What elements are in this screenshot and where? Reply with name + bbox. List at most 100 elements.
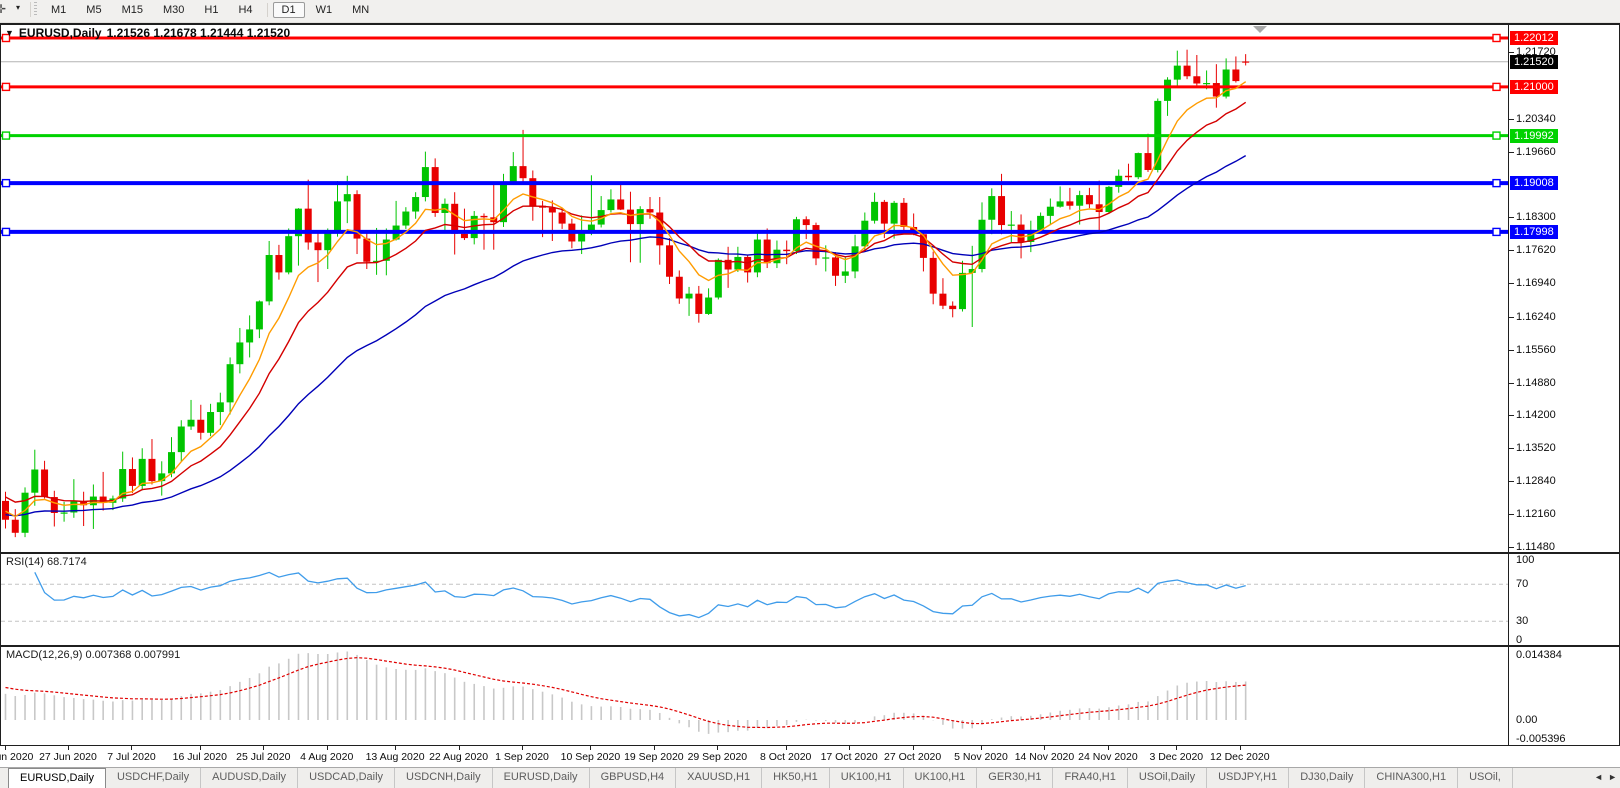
timeframe-button-mn[interactable]: MN — [352, 4, 370, 16]
price-tick-label: 1.14880 — [1516, 376, 1556, 389]
date-label: 24 Nov 2020 — [1078, 751, 1138, 763]
chart-tab-uk100-h1-2[interactable]: UK100,H1 — [904, 768, 978, 788]
line-handle — [1, 178, 11, 188]
date-label: 8 Oct 2020 — [760, 751, 812, 763]
chart-tab-usdcad-daily[interactable]: USDCAD,Daily — [298, 768, 396, 788]
price-tick-label: 1.14200 — [1516, 409, 1556, 422]
macd-axis-label: 0.014384 — [1516, 648, 1562, 661]
date-label: 12 Dec 2020 — [1209, 751, 1270, 763]
price-tick-dash — [1509, 250, 1514, 252]
level-price-label: 1.19008 — [1510, 176, 1558, 191]
price-tick-label: 1.13520 — [1516, 442, 1556, 455]
rsi-axis-label: 30 — [1516, 615, 1529, 628]
chart-tab-usdcnh-daily[interactable]: USDCNH,Daily — [395, 768, 493, 788]
rsi-plot[interactable] — [1, 554, 1508, 645]
chart-tab-eurusd-daily-2[interactable]: EURUSD,Daily — [493, 768, 590, 788]
price-tick-label: 1.18300 — [1516, 211, 1556, 224]
timeframe-toolbar: ✛ ▾ M1 M5 M15 M30 H1 H4 D1 W1 MN — [0, 0, 1620, 23]
chart-tab-audusd-daily[interactable]: AUDUSD,Daily — [201, 768, 299, 788]
timeframe-button-m30[interactable]: M30 — [162, 4, 185, 16]
chart-tab-uk100-h1[interactable]: UK100,H1 — [830, 768, 904, 788]
line-handle — [1, 131, 11, 140]
rsi-axis-label: 0 — [1516, 634, 1523, 646]
timeframe-button-w1[interactable]: W1 — [315, 4, 333, 16]
chart-tab-gbpusd-h4[interactable]: GBPUSD,H4 — [590, 768, 677, 788]
date-tick — [1107, 746, 1109, 750]
macd-plot[interactable] — [1, 647, 1508, 745]
date-label: 17 Oct 2020 — [820, 751, 878, 763]
price-tick-label: 1.15560 — [1516, 343, 1556, 356]
date-tick — [981, 746, 982, 750]
price-axis-line — [1508, 23, 1509, 746]
tab-scroll-right-icon[interactable]: ► — [1608, 772, 1617, 782]
date-tick — [395, 746, 397, 750]
date-label: 27 Jun 2020 — [39, 751, 97, 763]
chart-tab-fra40-h1[interactable]: FRA40,H1 — [1053, 768, 1128, 788]
date-label: 5 Nov 2020 — [954, 751, 1008, 763]
macd-pane[interactable] — [0, 646, 1620, 746]
price-tick-dash — [1509, 217, 1514, 219]
date-tick — [849, 746, 851, 750]
moving-average-slow — [5, 154, 1247, 517]
rsi-pane[interactable] — [0, 553, 1620, 646]
bar-shift-marker — [1253, 26, 1267, 33]
date-tick — [4, 746, 6, 750]
line-handle — [1, 82, 11, 92]
chart-tab-bar: EURUSD,Daily USDCHF,Daily AUDUSD,Daily U… — [0, 767, 1620, 788]
chevron-down-icon[interactable]: ▾ — [16, 3, 21, 12]
collapse-triangle-icon[interactable]: ▼ — [5, 28, 14, 38]
date-label: 29 Sep 2020 — [687, 751, 748, 763]
price-tick-dash — [1509, 118, 1514, 120]
chart-tab-eurusd-daily[interactable]: EURUSD,Daily — [8, 768, 106, 788]
chart-tab-ger30-h1[interactable]: GER30,H1 — [977, 768, 1054, 788]
chart-tab-dj30-daily[interactable]: DJ30,Daily — [1289, 768, 1366, 788]
toolbar-separator — [266, 3, 268, 17]
date-label: 18 Jun 2020 — [0, 751, 34, 763]
level-price-label: 1.21000 — [1510, 79, 1558, 94]
macd-signal-line — [5, 657, 1246, 729]
date-label: 22 Aug 2020 — [429, 751, 489, 763]
date-label: 13 Aug 2020 — [365, 751, 425, 763]
date-axis: 18 Jun 2020 27 Jun 2020 7 Jul 2020 16 Jul 2… — [0, 746, 1620, 767]
chart-tab-hk50-h1[interactable]: HK50,H1 — [762, 768, 830, 788]
chart-tab-xauusd-h1[interactable]: XAUUSD,H1 — [676, 768, 763, 788]
price-tick-dash — [1509, 382, 1514, 384]
level-price-label: 1.17998 — [1510, 224, 1558, 239]
date-tick — [653, 746, 655, 750]
tab-scroll-left-icon[interactable]: ◄ — [1594, 772, 1604, 782]
line-handle — [1, 33, 11, 43]
chart-tab-usoil-truncated[interactable]: USOil, — [1458, 768, 1513, 788]
timeframe-button-h1[interactable]: H1 — [204, 4, 219, 16]
date-tick — [590, 746, 592, 750]
macd-indicator-label: MACD(12,26,9) 0.007368 0.007991 — [6, 649, 181, 661]
date-label: 19 Sep 2020 — [624, 751, 684, 763]
timeframe-button-m5[interactable]: M5 — [86, 4, 102, 16]
moving-average-fast — [5, 81, 1247, 518]
chart-ohlc-values: 1.21526 1.21678 1.21444 1.21520 — [106, 26, 291, 40]
candlestick-plot[interactable] — [1, 25, 1508, 552]
price-tick-label: 1.20340 — [1516, 112, 1556, 125]
price-tick-label: 1.12160 — [1516, 507, 1556, 520]
date-label: 25 Jul 2020 — [236, 751, 291, 763]
chart-tab-usoil-daily[interactable]: USOil,Daily — [1128, 768, 1208, 788]
date-label: 10 Sep 2020 — [560, 751, 621, 763]
rsi-line — [34, 571, 1246, 619]
price-tick-dash — [1509, 448, 1514, 450]
price-tick-label: 1.16240 — [1516, 310, 1556, 323]
price-tick-dash — [1509, 513, 1514, 515]
moving-average-mid — [5, 101, 1247, 503]
date-label: 27 Oct 2020 — [884, 751, 942, 763]
date-label: 7 Jul 2020 — [107, 751, 156, 763]
timeframe-button-m1[interactable]: M1 — [51, 4, 67, 16]
toolbar-drag-handle[interactable] — [34, 2, 37, 17]
chart-tab-china300-h1[interactable]: CHINA300,H1 — [1365, 768, 1459, 788]
line-handle — [1492, 227, 1501, 237]
date-tick — [1239, 746, 1241, 750]
chart-tab-usdjpy-h1[interactable]: USDJPY,H1 — [1207, 768, 1290, 788]
timeframe-button-h4[interactable]: H4 — [238, 4, 253, 16]
cursor-tool-icon[interactable]: ✛ — [0, 2, 7, 16]
timeframe-button-m15[interactable]: M15 — [121, 4, 143, 16]
timeframe-button-d1[interactable]: D1 — [272, 2, 305, 18]
chart-tab-usdchf-daily[interactable]: USDCHF,Daily — [106, 768, 202, 788]
